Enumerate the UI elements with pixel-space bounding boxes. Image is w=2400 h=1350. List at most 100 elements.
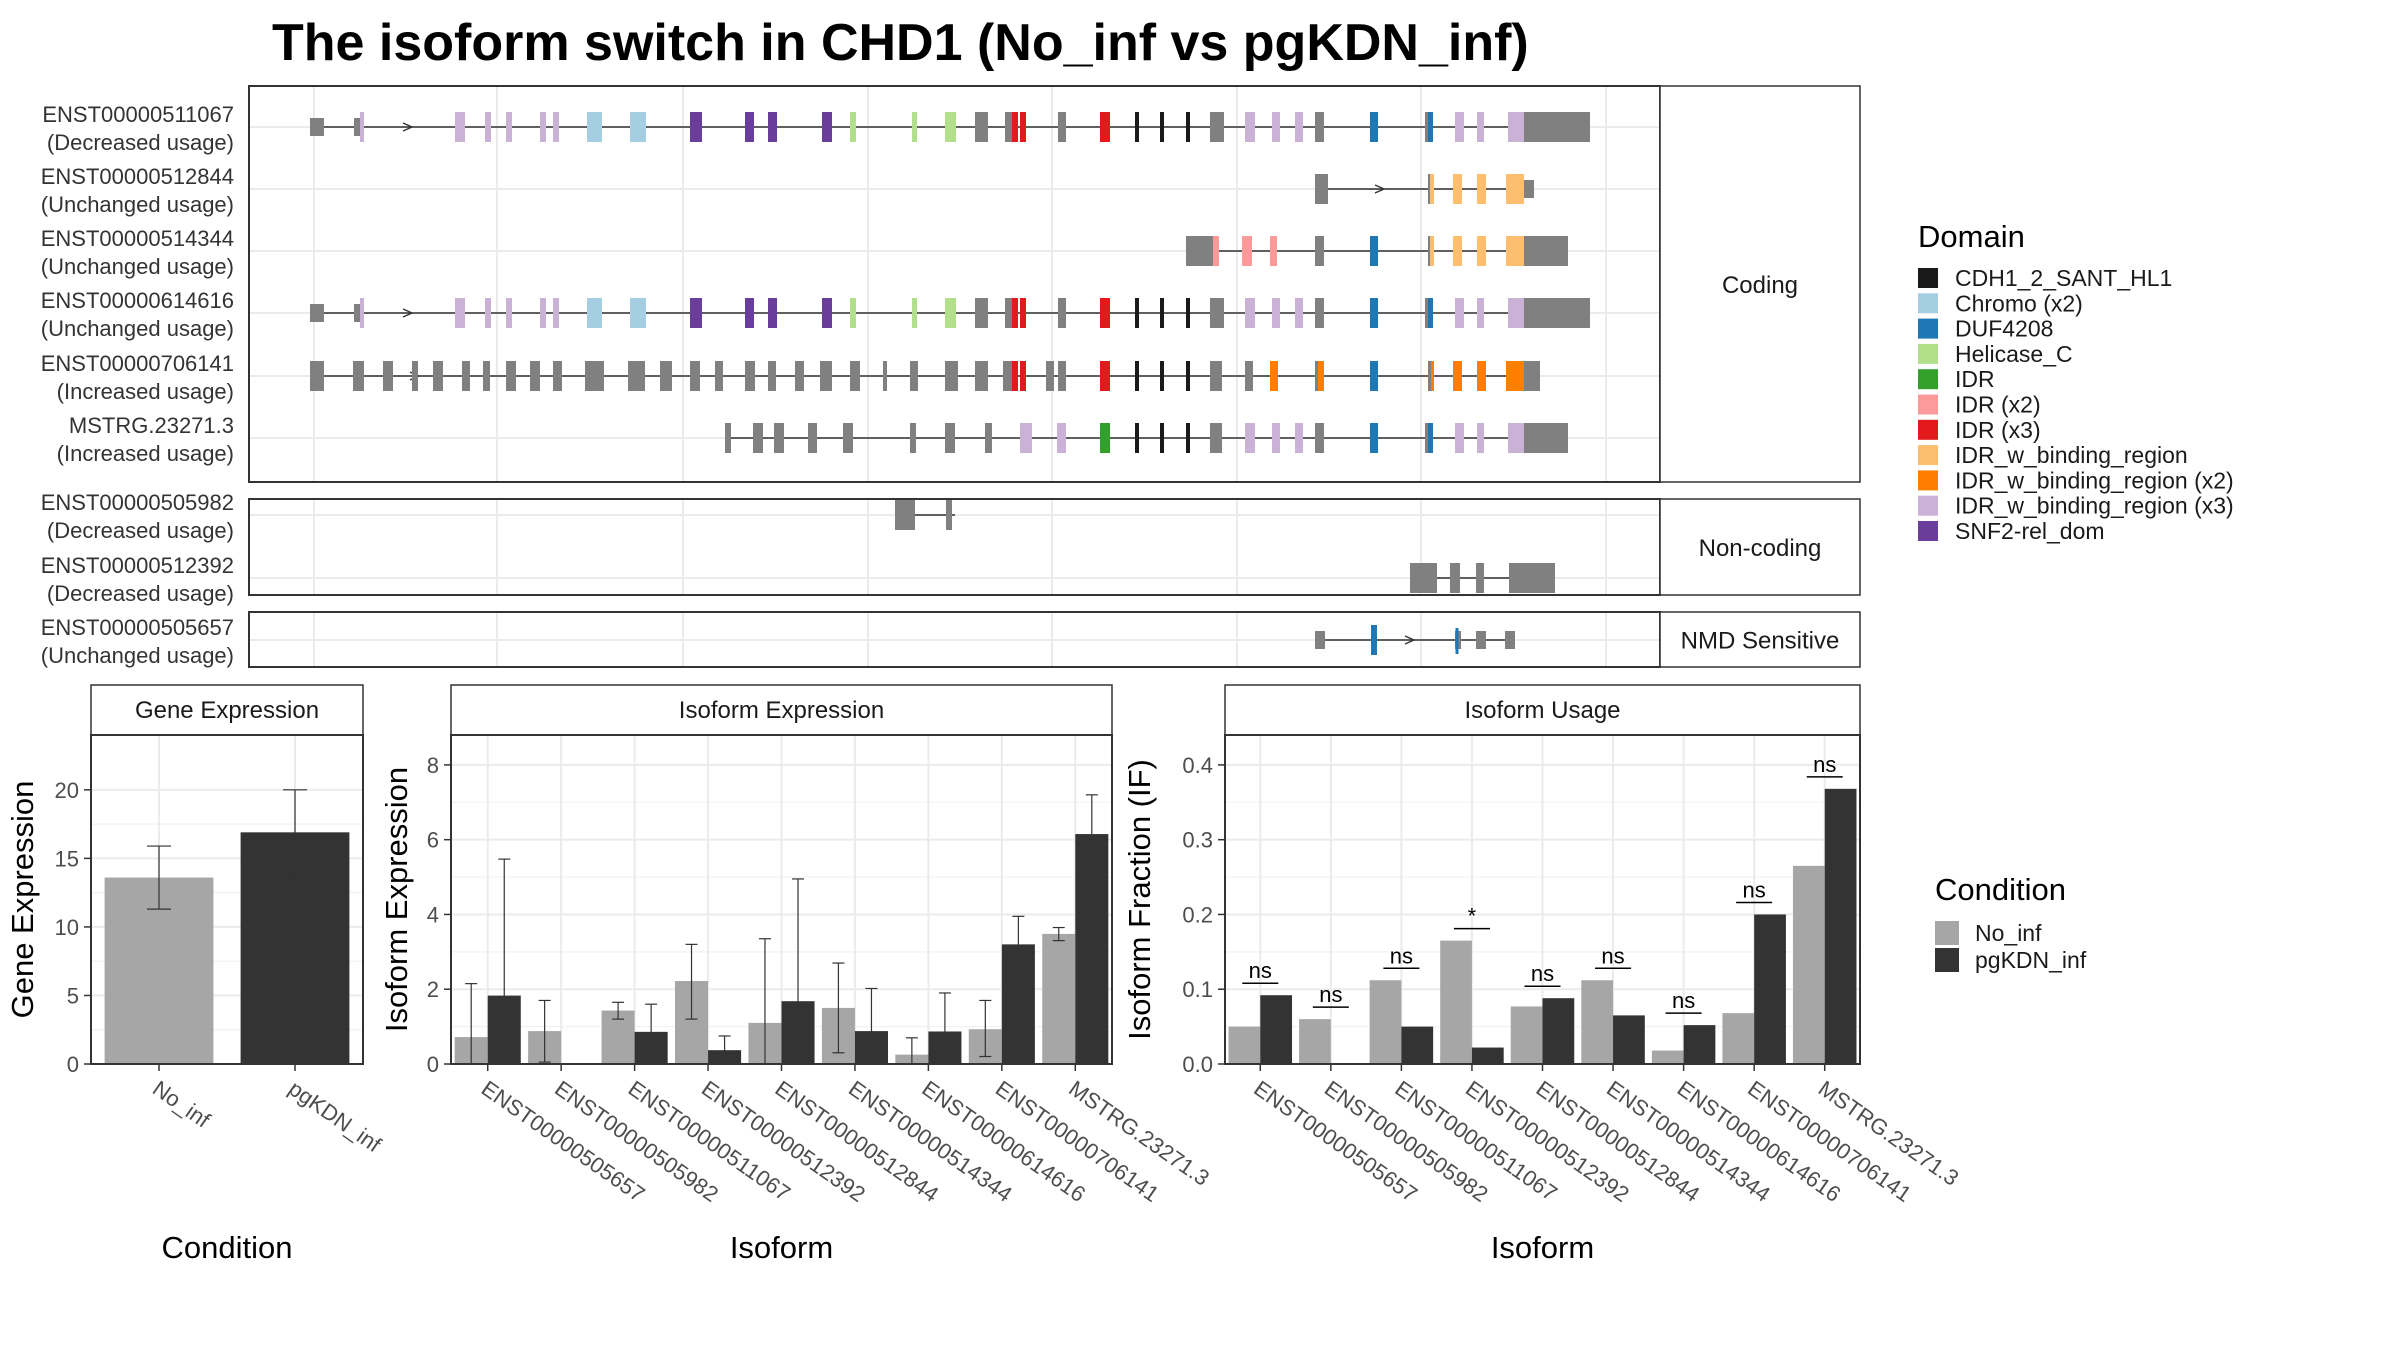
x-axis-title: Isoform [730, 1230, 833, 1265]
bar [1683, 1025, 1716, 1064]
exon [483, 361, 490, 391]
domain-exon [1270, 361, 1278, 391]
domain-exon [553, 112, 559, 142]
domain-exon [540, 298, 546, 328]
exon [1315, 298, 1324, 328]
domain-exon [1245, 112, 1255, 142]
y-tick-label: 8 [427, 753, 439, 778]
domain-exon [1100, 361, 1110, 391]
domain-exon [1272, 112, 1280, 142]
gene-expression-chart: Gene Expression 0 5 10 15 20 No_inf pgKDN_inf Co… [5, 684, 386, 1265]
panel-strip [1224, 684, 1861, 736]
exon [808, 423, 817, 453]
panel-strip [90, 684, 364, 736]
bar [1042, 933, 1076, 1064]
domain-exon [1370, 236, 1378, 266]
domain-exon [506, 112, 512, 142]
domain-exon [1477, 174, 1486, 204]
exon [1524, 298, 1590, 328]
y-axis-title: Gene Expression [5, 781, 40, 1019]
exon [1046, 361, 1054, 391]
exon [715, 361, 723, 391]
domain-exon [1506, 236, 1524, 266]
exon [433, 361, 443, 391]
domain-exon [1100, 112, 1110, 142]
domain-legend-key [1918, 343, 1938, 364]
domain-exon [1428, 112, 1433, 142]
domain-exon [1135, 112, 1139, 142]
domain-exon [1186, 423, 1190, 453]
domain-exon [1508, 423, 1524, 453]
domain-exon [1477, 361, 1486, 391]
bar [1613, 1015, 1645, 1064]
y-axis-title: Isoform Expression [379, 767, 414, 1032]
bar [1754, 914, 1786, 1064]
domain-exon [1012, 361, 1018, 391]
exon [1315, 112, 1324, 142]
isoform-usage-label: (Increased usage) [57, 379, 234, 404]
exon [768, 361, 776, 391]
y-tick-label: 0.2 [1182, 902, 1213, 927]
exon [310, 304, 324, 322]
exon [1505, 631, 1515, 649]
isoform-usage-label: (Unchanged usage) [41, 254, 234, 279]
panel-background [249, 499, 1660, 595]
significance-label: ns [1390, 943, 1413, 968]
isoform-name-label: ENST00000505657 [41, 615, 234, 640]
exon [1058, 112, 1066, 142]
exon [1210, 112, 1224, 142]
y-tick-label: 0.4 [1182, 753, 1213, 778]
panel-title: Isoform Expression [679, 697, 884, 724]
significance-label: ns [1531, 961, 1554, 986]
domain-exon [945, 298, 956, 328]
domain-exon [1272, 298, 1280, 328]
exon [310, 361, 324, 391]
domain-exon [1160, 361, 1164, 391]
bar [1228, 1026, 1261, 1064]
domain-exon [1428, 423, 1433, 453]
isoform-name-label: ENST00000512392 [41, 553, 234, 578]
domain-exon [1020, 423, 1032, 453]
exon [1210, 298, 1224, 328]
domain-exon [1242, 236, 1252, 266]
y-tick-label: 15 [55, 846, 79, 871]
domain-legend-label: IDR (x2) [1955, 392, 2041, 418]
bar [1401, 1026, 1434, 1064]
isoform-usage-label: (Unchanged usage) [41, 643, 234, 668]
bar [1792, 865, 1825, 1064]
significance-label: ns [1249, 958, 1272, 983]
domain-legend-label: SNF2-rel_dom [1955, 518, 2105, 544]
gene-structure-plot: Coding ENST00000511067 (Decreased usage) EN… [41, 85, 1861, 668]
y-tick-label: 5 [67, 983, 79, 1008]
bar [1440, 940, 1472, 1064]
exon [506, 361, 516, 391]
domain-exon [945, 112, 956, 142]
domain-exon [1020, 361, 1026, 391]
isoform-expression-chart: Isoform Expression02468ENST00000505657EN… [379, 684, 1214, 1265]
y-tick-label: 0.0 [1182, 1052, 1213, 1077]
isoform-name-label: ENST00000505982 [41, 490, 234, 515]
domain-legend-key [1918, 521, 1938, 541]
significance-label: ns [1743, 877, 1766, 902]
isoform-usage-label: (Decreased usage) [47, 518, 234, 543]
exon [354, 304, 364, 322]
domain-exon [1100, 298, 1110, 328]
x-axis-title: Isoform [1491, 1230, 1594, 1265]
domain-legend-label: Helicase_C [1955, 341, 2073, 367]
bar [1510, 1006, 1543, 1064]
facet-strip-label: NMD Sensitive [1681, 628, 1840, 655]
domain-legend-label: CDH1_2_SANT_HL1 [1955, 265, 2172, 291]
isoform-usage-label: (Decreased usage) [47, 130, 234, 155]
significance-label: * [1468, 904, 1477, 929]
exon [895, 500, 915, 530]
panel-strip [450, 684, 1113, 736]
domain-legend-label: DUF4208 [1955, 316, 2053, 342]
exon [1245, 361, 1253, 391]
strand-arrow [402, 308, 414, 318]
exon [530, 361, 540, 391]
exon [1524, 423, 1568, 453]
exon [850, 361, 860, 391]
significance-label: ns [1813, 752, 1836, 777]
domain-exon [485, 298, 491, 328]
